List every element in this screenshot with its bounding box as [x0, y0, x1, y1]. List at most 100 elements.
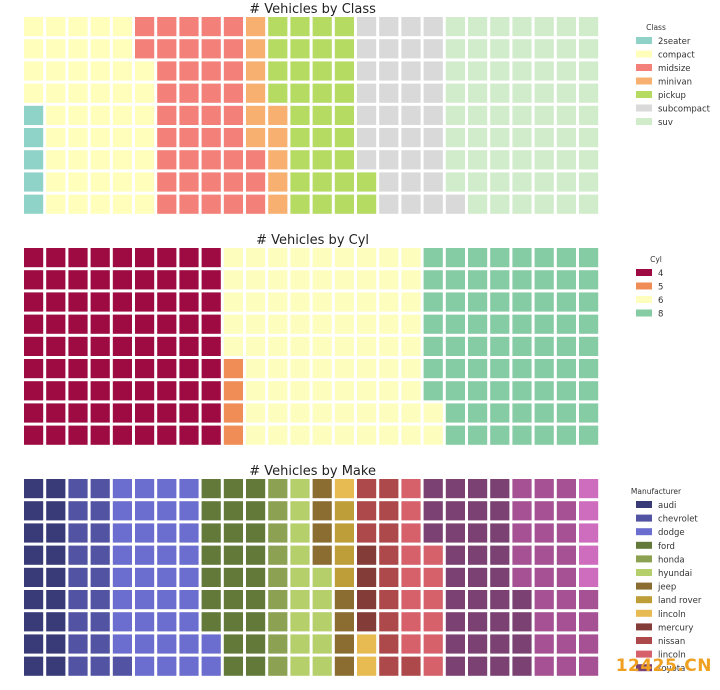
- waffle-cell: [135, 128, 155, 148]
- waffle-cell: [512, 292, 532, 312]
- waffle-cell: [157, 590, 177, 610]
- waffle-cell: [135, 39, 155, 59]
- waffle-cell: [24, 61, 44, 81]
- waffle-cell: [223, 105, 243, 125]
- waffle-cell: [268, 590, 288, 610]
- waffle-cell: [534, 634, 554, 654]
- waffle-cell: [24, 523, 44, 543]
- waffle-cell: [312, 83, 332, 103]
- chart-title: # Vehicles by Class: [249, 2, 376, 17]
- waffle-cell: [512, 479, 532, 499]
- waffle-cell: [290, 545, 310, 565]
- waffle-cell: [157, 128, 177, 148]
- waffle-cell: [223, 381, 243, 401]
- waffle-cell: [556, 590, 576, 610]
- waffle-cell: [268, 656, 288, 676]
- waffle-cell: [268, 523, 288, 543]
- waffle-cell: [512, 336, 532, 356]
- waffle-cell: [68, 359, 88, 379]
- legend: Cyl 4 5 6 8: [636, 255, 663, 320]
- waffle-cell: [312, 479, 332, 499]
- waffle-cell: [157, 172, 177, 192]
- waffle-cell: [179, 39, 199, 59]
- waffle-cell: [246, 501, 266, 521]
- waffle-cell: [334, 17, 354, 37]
- waffle-cell: [179, 248, 199, 268]
- waffle-cell: [423, 523, 443, 543]
- waffle-cell: [223, 403, 243, 423]
- waffle-cell: [157, 381, 177, 401]
- waffle-cell: [312, 39, 332, 59]
- waffle-cell: [445, 17, 465, 37]
- waffle-cell: [112, 83, 132, 103]
- waffle-cell: [401, 359, 421, 379]
- waffle-cell: [246, 128, 266, 148]
- waffle-cell: [512, 545, 532, 565]
- waffle-cell: [68, 194, 88, 214]
- waffle-cell: [223, 83, 243, 103]
- waffle-cell: [556, 61, 576, 81]
- waffle-cell: [68, 590, 88, 610]
- waffle-cell: [179, 501, 199, 521]
- waffle-cell: [201, 150, 221, 170]
- waffle-cell: [201, 270, 221, 290]
- waffle-cell: [135, 590, 155, 610]
- waffle-cell: [334, 523, 354, 543]
- waffle-cell: [90, 17, 110, 37]
- waffle-cell: [556, 39, 576, 59]
- waffle-cell: [223, 501, 243, 521]
- waffle-cell: [445, 381, 465, 401]
- waffle-cell: [90, 83, 110, 103]
- waffle-cell: [157, 105, 177, 125]
- waffle-cell: [423, 172, 443, 192]
- legend-swatch: [636, 269, 652, 276]
- waffle-cell: [534, 523, 554, 543]
- waffle-cell: [445, 501, 465, 521]
- waffle-cell: [490, 150, 510, 170]
- waffle-cell: [268, 17, 288, 37]
- waffle-cell: [556, 314, 576, 334]
- waffle-cell: [312, 523, 332, 543]
- legend-swatch: [636, 64, 652, 71]
- waffle-cell: [334, 105, 354, 125]
- waffle-cell: [290, 634, 310, 654]
- waffle-cell: [334, 61, 354, 81]
- waffle-cell: [490, 105, 510, 125]
- legend-swatch: [636, 37, 652, 44]
- waffle-cell: [468, 425, 488, 445]
- waffle-cell: [512, 501, 532, 521]
- legend-label: mercury: [658, 623, 693, 633]
- waffle-cell: [357, 314, 377, 334]
- waffle-cell: [68, 501, 88, 521]
- waffle-cell: [334, 194, 354, 214]
- waffle-cell: [46, 567, 66, 587]
- waffle-cell: [68, 172, 88, 192]
- waffle-cell: [135, 270, 155, 290]
- waffle-cell: [512, 128, 532, 148]
- waffle-cell: [112, 336, 132, 356]
- waffle-cell: [556, 381, 576, 401]
- waffle-cell: [223, 523, 243, 543]
- waffle-cell: [24, 612, 44, 632]
- waffle-cell: [24, 270, 44, 290]
- chart-title: # Vehicles by Make: [249, 464, 376, 479]
- waffle-cell: [312, 501, 332, 521]
- waffle-cell: [534, 590, 554, 610]
- waffle-cell: [46, 590, 66, 610]
- waffle-cell: [534, 248, 554, 268]
- waffle-cell: [579, 336, 599, 356]
- waffle-cell: [223, 39, 243, 59]
- waffle-cell: [246, 292, 266, 312]
- waffle-cell: [445, 634, 465, 654]
- waffle-cell: [556, 634, 576, 654]
- waffle-cell: [579, 425, 599, 445]
- waffle-cell: [468, 612, 488, 632]
- waffle-cell: [334, 150, 354, 170]
- waffle-cell: [90, 612, 110, 632]
- waffle-cell: [312, 150, 332, 170]
- legend-label: 2seater: [658, 37, 691, 47]
- waffle-cell: [201, 501, 221, 521]
- legend-swatch: [636, 596, 652, 604]
- waffle-cell: [201, 359, 221, 379]
